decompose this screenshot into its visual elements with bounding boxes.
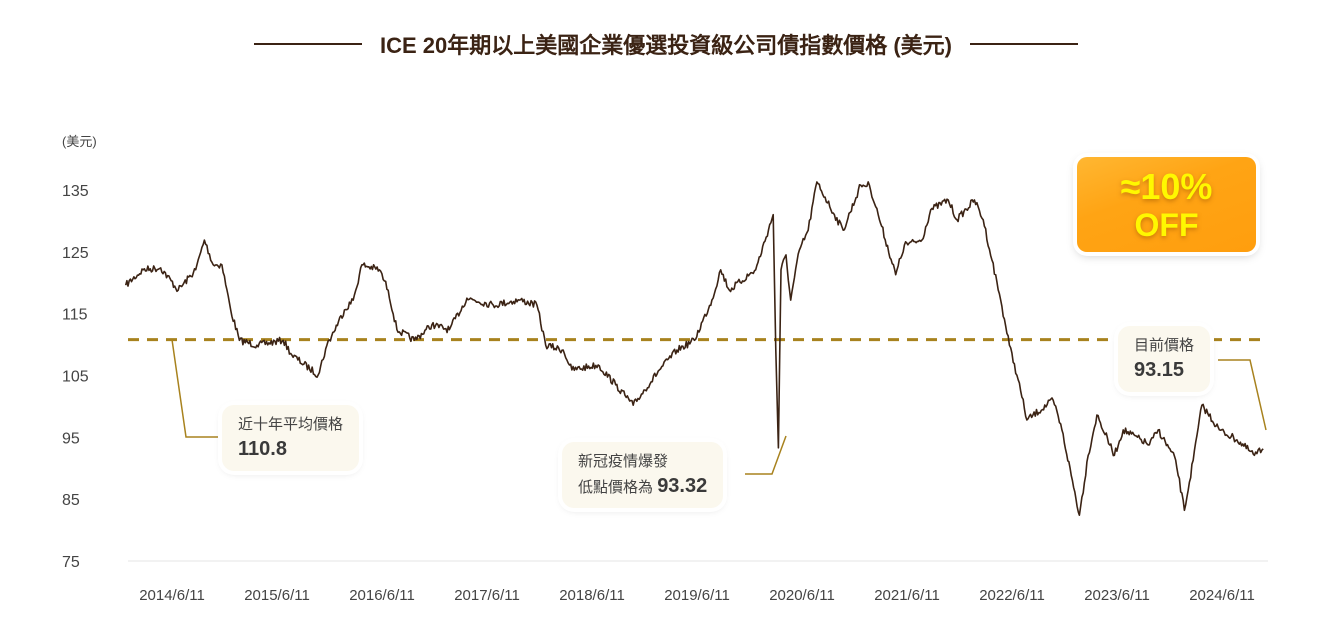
x-tick-label: 2020/6/11 [769,587,835,604]
x-tick-label: 2014/6/11 [139,587,205,604]
average-callout: 近十年平均價格 110.8 [222,405,360,471]
covid-value: 93.32 [657,475,708,497]
covid-callout: 新冠疫情爆發 低點價格為 93.32 [562,442,724,508]
y-tick-label: 115 [62,307,88,324]
title-rule-right [970,43,1079,45]
covid-connector [745,435,787,475]
current-connector [1218,359,1267,431]
average-label: 近十年平均價格 [238,416,344,433]
current-label: 目前價格 [1134,337,1195,354]
x-tick-label: 2023/6/11 [1084,587,1150,604]
series-line [124,181,1264,516]
x-tick-label: 2017/6/11 [454,587,520,604]
x-tick-label: 2019/6/11 [664,587,730,604]
badge-line1: ≈10% [1120,166,1213,207]
y-tick-label: 85 [62,492,80,509]
current-callout: 目前價格 93.15 [1118,326,1211,392]
current-value: 93.15 [1134,359,1185,381]
x-tick-label: 2022/6/11 [979,587,1045,604]
chart-title: ICE 20年期以上美國企業優選投資級公司債指數價格 (美元) [379,33,953,58]
y-tick-label: 135 [62,183,89,200]
y-axis-label: (美元) [62,134,97,149]
x-tick-label: 2016/6/11 [349,587,415,604]
title-rule-left [253,43,362,45]
average-connector [171,339,222,438]
y-tick-label: 105 [62,369,89,386]
covid-label-1: 新冠疫情爆發 [578,453,669,470]
average-value: 110.8 [238,438,287,460]
y-tick-label: 75 [62,554,80,571]
x-tick-label: 2015/6/11 [244,587,310,604]
badge-line2: OFF [1134,207,1199,243]
x-tick-label: 2024/6/11 [1189,587,1255,604]
y-tick-label: 125 [62,245,89,262]
x-tick-label: 2018/6/11 [559,587,625,604]
x-tick-label: 2021/6/11 [874,587,940,604]
covid-label-2: 低點價格為 [578,479,654,496]
discount-badge: ≈10% OFF [1077,157,1256,252]
chart-title-wrap: ICE 20年期以上美國企業優選投資級公司債指數價格 (美元) [0,28,1332,60]
y-tick-label: 95 [62,430,80,447]
